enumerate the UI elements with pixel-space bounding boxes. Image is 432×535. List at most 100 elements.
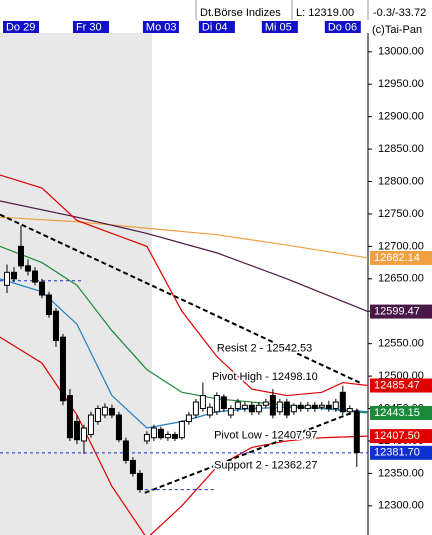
candle-body (24, 265, 31, 272)
candle-body (318, 404, 325, 408)
candle-body (59, 336, 66, 402)
y-tick-label: 12950.00 (378, 78, 424, 90)
candle-body (94, 408, 101, 422)
y-tick-label: 12350.00 (378, 467, 424, 479)
y-tick-label: 12650.00 (378, 273, 424, 285)
candle-body (248, 404, 255, 413)
y-tick-label: 12550.00 (378, 338, 424, 350)
indicator-line (0, 336, 368, 535)
candle-body (136, 472, 143, 491)
candle-body (185, 414, 192, 422)
candle-body (66, 395, 73, 439)
pivot-label: Resist 2 - 12542.53 (217, 342, 312, 354)
candle-body (192, 401, 199, 416)
date-label: Do 06 (328, 21, 357, 33)
candle-body (45, 294, 52, 315)
candle-body (255, 404, 262, 413)
date-box (142, 21, 179, 33)
candle-body (178, 420, 185, 439)
y-tick-label: 12800.00 (378, 175, 424, 187)
candle-body (108, 408, 115, 416)
candle-body (276, 401, 283, 413)
copyright: (c)Tai-Pan (372, 24, 422, 36)
y-tick-label: 12700.00 (378, 240, 424, 252)
low-value: L: 12319.00 (296, 7, 354, 19)
pivot-label: Pivot Low - 12407.97 (214, 430, 317, 442)
price-tag-label: 12682.14 (374, 252, 420, 264)
candle-body (339, 391, 346, 413)
market-name: Dt.Börse Indizes (200, 7, 281, 19)
price-tag (370, 304, 432, 319)
candle-body (38, 281, 45, 296)
indicator-line (0, 216, 368, 259)
trend-line (144, 408, 360, 494)
candle-body (311, 404, 318, 410)
candle-body (17, 245, 24, 267)
candle-body (227, 408, 234, 416)
date-box (261, 21, 298, 33)
candle-body (220, 396, 227, 410)
date-box (198, 21, 235, 33)
plot-area: Resist 2 - 12542.53 Pivot High - 12498.10… (0, 174, 368, 535)
candle-body (171, 433, 178, 439)
pivot-label: Pivot High - 12498.10 (212, 371, 318, 383)
candle-body (269, 395, 276, 416)
y-tick-label: 12750.00 (378, 208, 424, 220)
candle-body (290, 404, 297, 413)
candle-body (87, 414, 94, 435)
candle-body (325, 404, 332, 410)
price-tag (370, 445, 432, 460)
candle-body (122, 440, 129, 461)
date-bar (0, 20, 368, 33)
candle-body (332, 401, 339, 410)
candle-body (353, 411, 360, 454)
candle-body (283, 401, 290, 416)
price-tag-label: 12407.50 (374, 430, 420, 442)
price-tag-label: 12443.15 (374, 407, 420, 419)
indicator-line (0, 174, 368, 397)
y-tick-label: 12900.00 (378, 111, 424, 123)
price-tag (370, 378, 432, 393)
candle-body (206, 406, 213, 416)
candle-body (80, 427, 87, 442)
date-box (324, 21, 361, 33)
price-tag-label: 12381.70 (374, 447, 420, 459)
y-tick-label: 12850.00 (378, 143, 424, 155)
candle-body (10, 271, 17, 280)
candle-body (199, 395, 206, 410)
candle-body (3, 271, 10, 286)
candle-body (101, 406, 108, 416)
y-tick-label: 12300.00 (378, 500, 424, 512)
candle-body (157, 428, 164, 439)
candle-body (234, 401, 241, 410)
price-tag (370, 405, 432, 420)
candle-body (241, 404, 248, 410)
candle-body (129, 459, 136, 474)
candle-body (213, 395, 220, 413)
price-tag-label: 12485.47 (374, 379, 420, 391)
price-tag-label: 12599.47 (374, 305, 420, 317)
date-box (72, 21, 109, 33)
candle-body (143, 433, 150, 442)
trend-line (0, 213, 361, 384)
indicator-line (0, 200, 368, 313)
candle-body (297, 404, 304, 410)
date-label: Fr 30 (76, 21, 102, 33)
pivot-label: Support 2 - 12362.27 (214, 459, 317, 471)
candle-body (115, 414, 122, 441)
date-box (2, 21, 39, 33)
candle-body (304, 404, 311, 410)
price-tag (370, 429, 432, 444)
candle-body (262, 401, 269, 406)
date-label: Mo 03 (146, 21, 177, 33)
candle-body (52, 310, 59, 341)
date-label: Do 29 (6, 21, 35, 33)
price-tag (370, 250, 432, 265)
candle-body (346, 408, 353, 413)
change-value: -0.3/-33.72 (373, 7, 426, 19)
y-tick-label: 13000.00 (378, 46, 424, 58)
candle-body (164, 433, 171, 439)
date-label: Mi 05 (265, 21, 292, 33)
candle-body (31, 270, 38, 283)
